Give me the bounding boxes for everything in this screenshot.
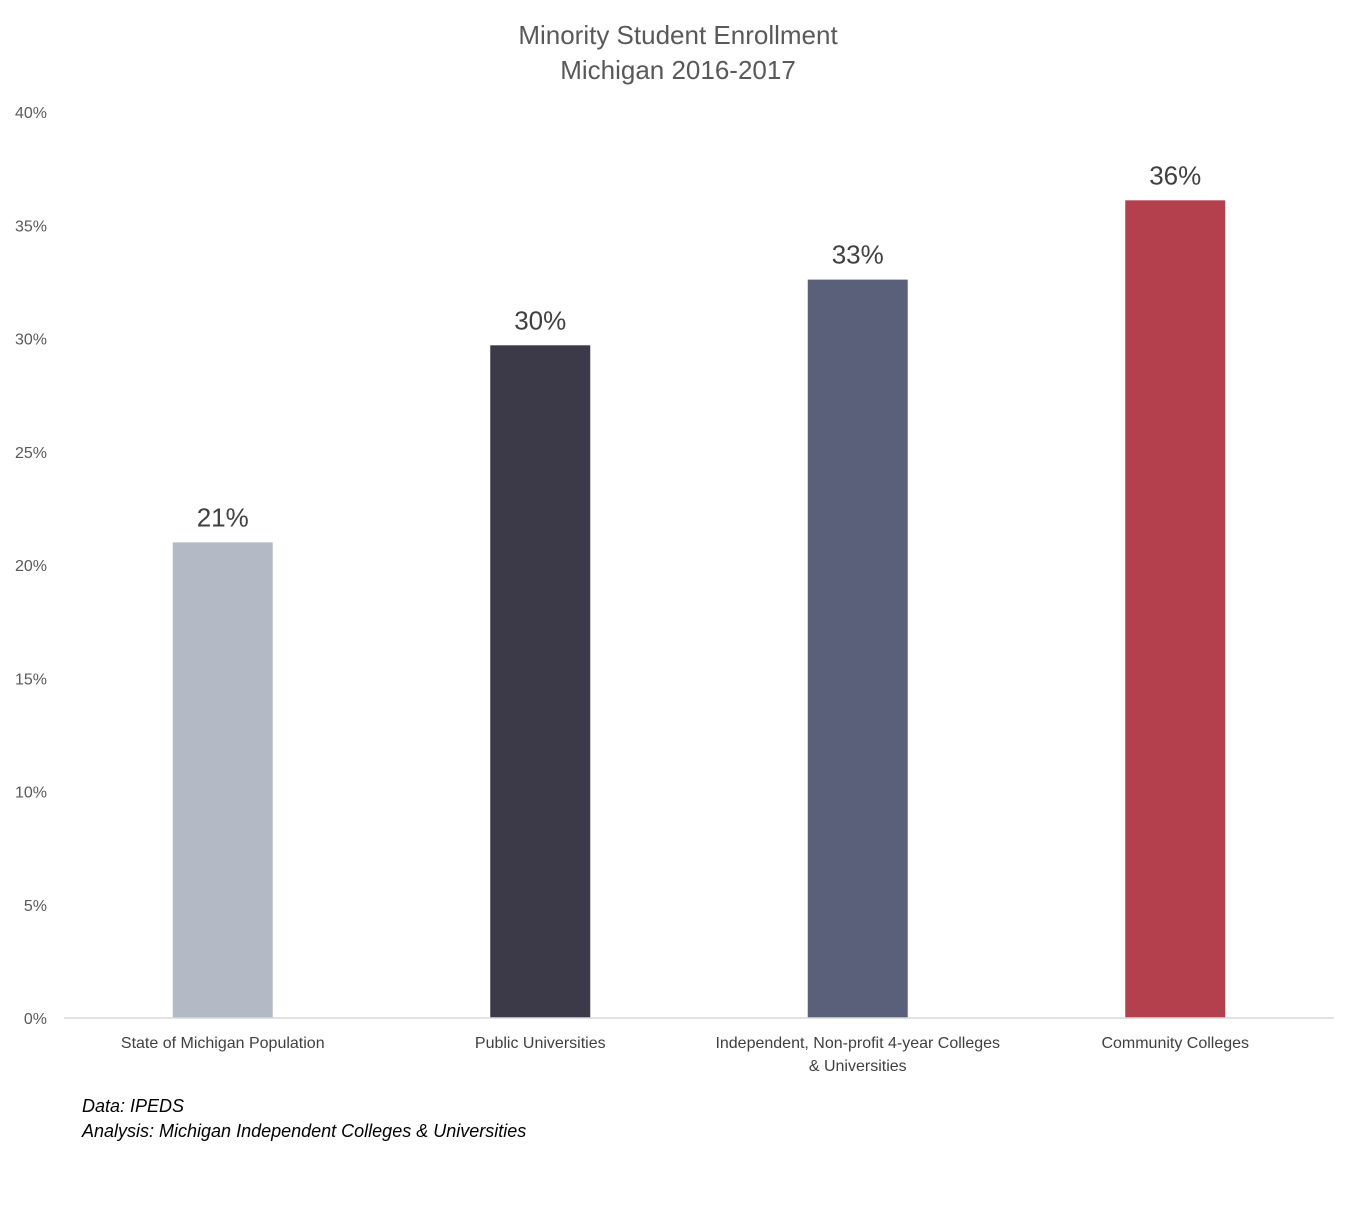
bars: 21% 30% 33% 36% [172, 160, 1226, 1018]
y-tick-label: 35% [15, 218, 47, 235]
chart-title: Minority Student Enrollment [518, 20, 838, 50]
x-axis: State of Michigan Population Public Unive… [121, 1035, 1249, 1075]
bar [172, 542, 273, 1018]
y-tick-label: 30% [15, 332, 47, 349]
bar [807, 279, 908, 1018]
y-axis: 0% 5% 10% 15% 20% 25% 30% 35% 40% [15, 105, 47, 1028]
x-tick-label: & Universities [809, 1058, 907, 1075]
y-tick-label: 20% [15, 558, 47, 575]
analysis-note: Analysis: Michigan Independent Colleges … [82, 1121, 527, 1141]
y-tick-label: 15% [15, 671, 47, 688]
source-note: Data: IPEDS [82, 1096, 185, 1116]
x-tick-label: State of Michigan Population [121, 1035, 325, 1052]
bar [1125, 200, 1226, 1018]
chart-subtitle: Michigan 2016-2017 [560, 55, 796, 85]
y-tick-label: 5% [24, 898, 47, 915]
bar [490, 345, 591, 1018]
data-label: 30% [514, 305, 566, 335]
y-tick-label: 40% [15, 105, 47, 122]
x-tick-label: Independent, Non-profit 4-year Colleges [715, 1035, 1000, 1052]
data-label: 33% [832, 240, 884, 270]
y-tick-label: 25% [15, 445, 47, 462]
data-label: 36% [1149, 160, 1201, 190]
x-tick-label: Public Universities [475, 1035, 606, 1052]
y-tick-label: 10% [15, 785, 47, 802]
data-label: 21% [197, 502, 249, 532]
x-tick-label: Community Colleges [1101, 1035, 1249, 1052]
y-tick-label: 0% [24, 1011, 47, 1028]
